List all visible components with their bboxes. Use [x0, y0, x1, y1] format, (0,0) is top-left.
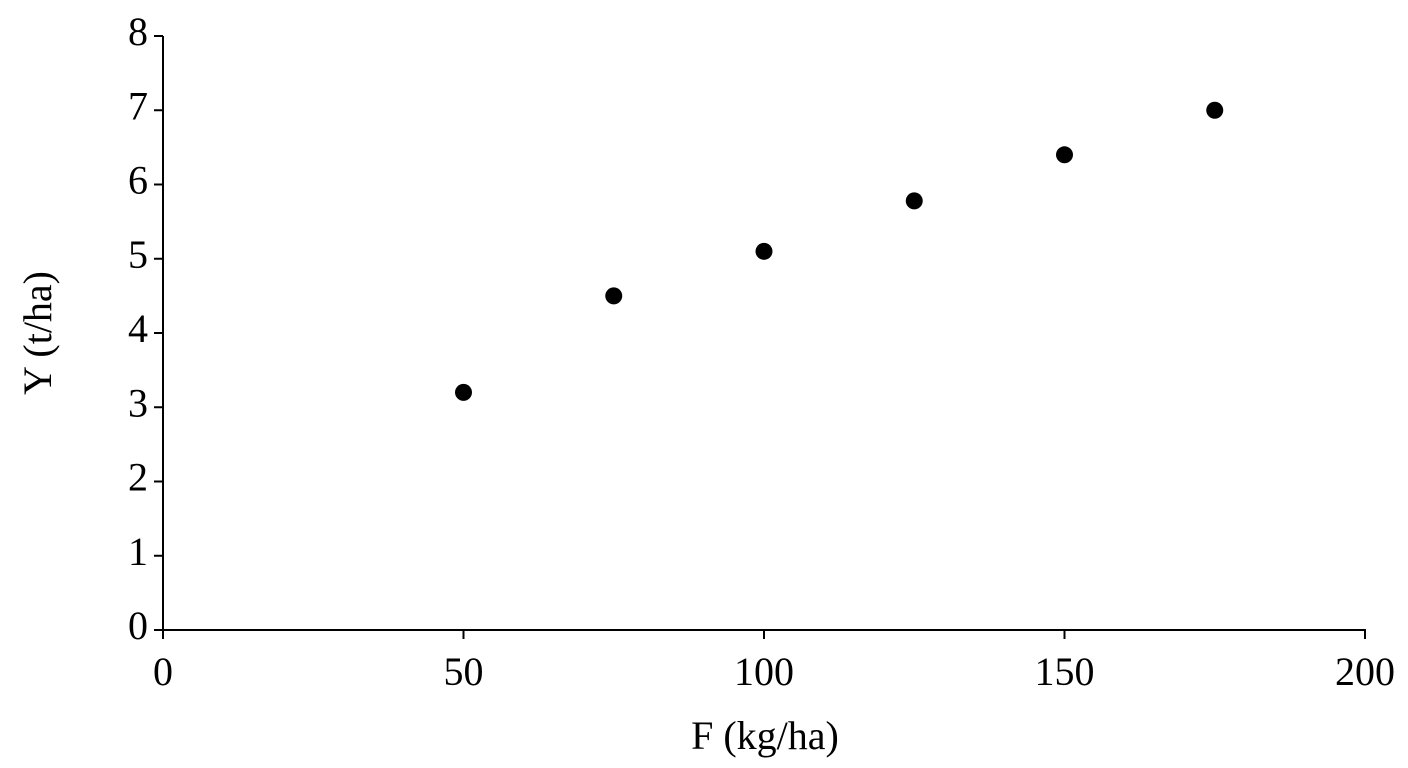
y-tick-label: 7: [128, 83, 148, 128]
x-tick-label: 50: [444, 649, 484, 694]
y-tick-label: 1: [128, 529, 148, 574]
point: [905, 192, 923, 210]
x-tick-label: 150: [1035, 649, 1095, 694]
x-axis-label: F (kg/ha): [691, 713, 839, 758]
point: [455, 383, 472, 401]
y-tick-label: 3: [128, 380, 148, 425]
y-tick-label: 6: [128, 158, 148, 203]
y-tick-label: 4: [128, 306, 148, 351]
x-tick-label: 0: [153, 649, 173, 694]
point: [605, 287, 623, 305]
y-tick-label: 2: [128, 455, 148, 500]
y-tick-label: 5: [128, 232, 148, 277]
x-tick-label: 100: [734, 649, 794, 694]
x-tick-label: 200: [1335, 649, 1395, 694]
y-tick-label: 0: [128, 603, 148, 648]
point: [755, 242, 773, 260]
point: [1206, 101, 1224, 119]
point: [1056, 146, 1073, 164]
y-axis-label: Y (t/ha): [15, 271, 60, 395]
y-tick-label: 8: [128, 9, 148, 54]
